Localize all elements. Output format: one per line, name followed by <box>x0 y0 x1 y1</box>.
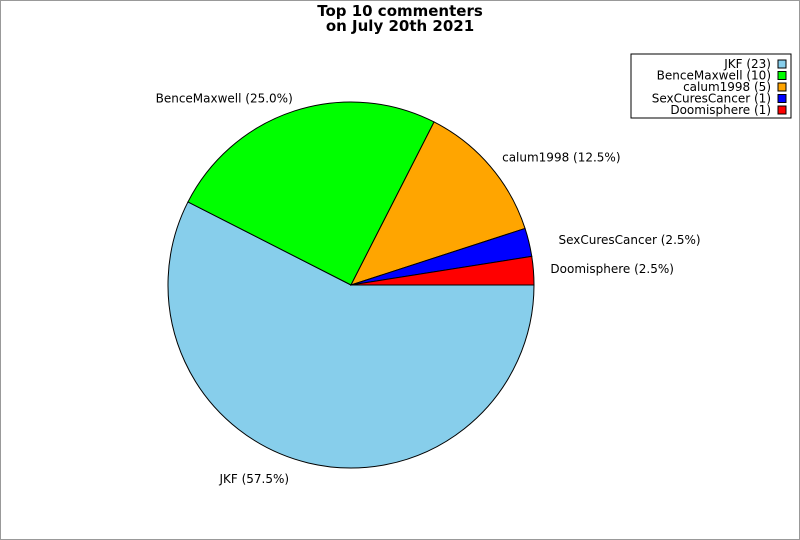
legend-label-doomisphere: Doomisphere (1) <box>670 103 771 117</box>
pie-slice-doomisphere <box>350 255 535 286</box>
legend-swatch-jkf <box>777 59 787 69</box>
legend-swatch-sexcurescancer <box>777 94 787 103</box>
pie-slice-bencemaxwell <box>187 101 435 286</box>
slice-label-jkf: JKF (57.5%) <box>218 472 289 486</box>
legend-label-bencemaxwell: BenceMaxwell (10) <box>657 69 771 83</box>
legend-swatch-doomisphere <box>777 105 787 115</box>
slice-label-doomisphere: Doomisphere (2.5%) <box>550 262 674 276</box>
legend-swatch-calum1998 <box>777 82 787 92</box>
pie-slice-calum1998 <box>350 121 526 286</box>
legend-label-jkf: JKF (23) <box>723 57 771 71</box>
pie-slices <box>167 101 535 469</box>
slice-label-sexcurescancer: SexCuresCancer (2.5%) <box>559 233 701 247</box>
chart-title-line-1: Top 10 commenters <box>317 2 483 20</box>
legend-label-sexcurescancer: SexCuresCancer (1) <box>652 92 771 106</box>
legend-swatch-bencemaxwell <box>777 71 787 80</box>
chart-title-line-2: on July 20th 2021 <box>326 17 474 35</box>
pie-slice-jkf <box>167 201 535 469</box>
slice-label-bencemaxwell: BenceMaxwell (25.0%) <box>156 91 293 105</box>
legend-label-calum1998: calum1998 (5) <box>683 80 771 94</box>
slice-labels: JKF (57.5%) BenceMaxwell (25.0%) calum1998… <box>156 91 701 486</box>
legend: JKF (23)BenceMaxwell (10)calum1998 (5)Se… <box>630 53 792 119</box>
legend-box <box>630 53 792 119</box>
slice-label-calum1998: calum1998 (12.5%) <box>502 151 620 165</box>
